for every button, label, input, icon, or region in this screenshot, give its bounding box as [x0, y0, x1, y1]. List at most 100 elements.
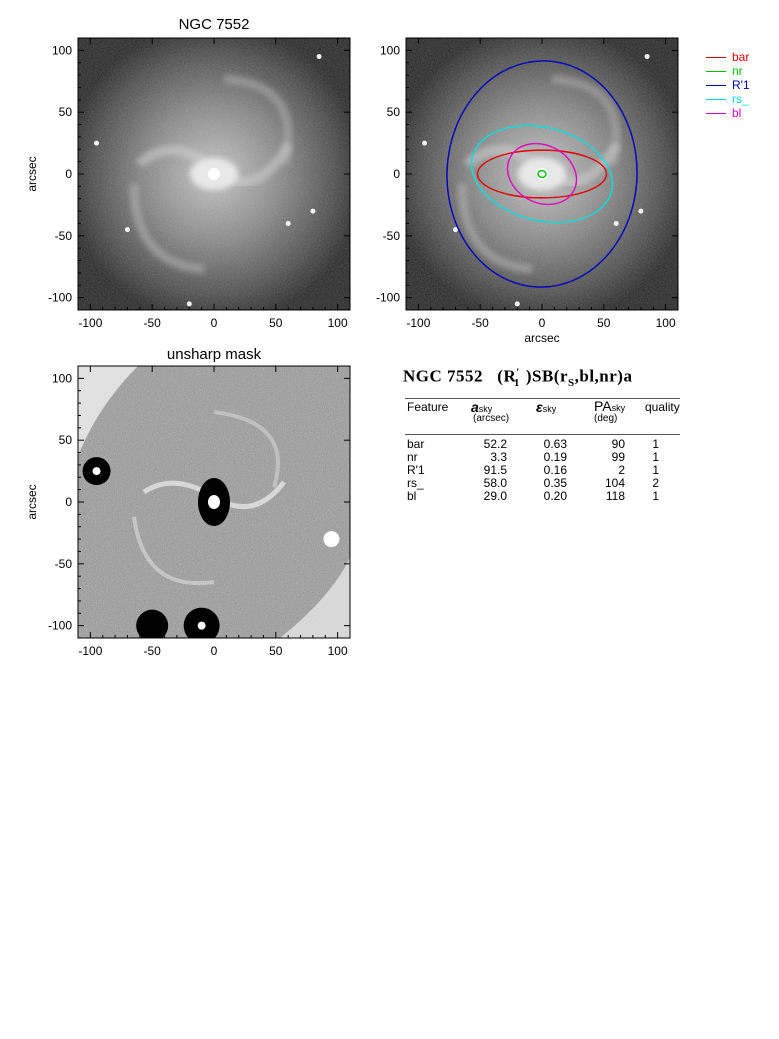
- table-top-rule: [405, 398, 680, 399]
- cell-a: 58.0: [483, 476, 507, 490]
- cell-quality: 2: [652, 476, 659, 490]
- cell-quality: 1: [652, 463, 659, 477]
- field-star: [514, 301, 520, 307]
- y-tick-label: -50: [55, 229, 73, 243]
- unsharp-mask-panel: -100 -50 0 50 100 100 50 0 -50 -100 arcsec: [25, 365, 351, 658]
- field-star: [186, 301, 192, 307]
- table-row: rs_ 58.0 0.35 104 2: [405, 477, 680, 490]
- cell-feature: rs_: [407, 476, 424, 490]
- corner-noise: [280, 558, 350, 638]
- y-tick-label: -50: [383, 229, 401, 243]
- header-pa-unit: (deg): [594, 413, 618, 424]
- header-pa: PAsky: [594, 398, 626, 414]
- legend-label: R'1: [732, 78, 750, 92]
- cell-a: 91.5: [483, 463, 507, 477]
- spiral-arm: [213, 410, 280, 488]
- cell-pa: 90: [611, 437, 625, 451]
- y-tick-label: 100: [52, 371, 72, 385]
- cell-eps: 0.19: [543, 450, 567, 464]
- ellipse-bl: [506, 142, 578, 206]
- legend-swatch: [706, 71, 726, 72]
- panel-title-unsharp: unsharp mask: [166, 346, 262, 363]
- table-header-rule: [405, 434, 680, 435]
- cell-a: 52.2: [483, 437, 507, 451]
- y-tick-label: 0: [65, 495, 72, 509]
- spiral-arm: [457, 183, 533, 274]
- legend-swatch: [706, 113, 726, 114]
- heading-type-suffix: ,bl,nr)a: [574, 366, 633, 386]
- galaxy-image: [78, 38, 350, 310]
- x-tick-label: 100: [328, 644, 348, 658]
- y-tick-label: 50: [59, 105, 73, 119]
- y-tick-label: 0: [65, 167, 72, 181]
- field-star: [316, 54, 322, 60]
- star-mask: [136, 609, 169, 638]
- table-row: bl 29.0 0.20 118 1: [405, 490, 680, 503]
- ellipse-rs: [470, 124, 614, 224]
- cell-a: 29.0: [483, 489, 507, 503]
- spiral-arm: [223, 74, 293, 166]
- legend-swatch: [706, 99, 726, 100]
- field-star: [452, 227, 458, 233]
- y-tick-label: 0: [393, 167, 400, 181]
- ellipse-nr: [537, 169, 547, 179]
- y-tick-label: -100: [48, 291, 72, 305]
- x-tick-label: 50: [269, 644, 283, 658]
- galaxy-image: [406, 38, 678, 310]
- field-star: [422, 140, 428, 146]
- legend-swatch: [706, 57, 726, 58]
- x-tick-label: 50: [597, 316, 611, 330]
- legend-label: bl: [732, 106, 742, 120]
- cell-pa: 104: [604, 476, 625, 490]
- heading-type-sub2: S: [568, 377, 575, 390]
- x-tick-label: 100: [656, 316, 676, 330]
- x-tick-label: 0: [211, 316, 218, 330]
- x-tick-label: 0: [211, 644, 218, 658]
- table-row: nr 3.3 0.19 99 1: [405, 451, 680, 464]
- ellipse-overlay-panel: -100 -50 0 50 100 100 50 0 -50 -100 arcsec: [376, 37, 679, 345]
- legend-label: rs_: [732, 92, 749, 106]
- cell-feature: bar: [407, 437, 425, 451]
- field-star: [285, 220, 291, 226]
- cell-feature: R'1: [407, 463, 425, 477]
- field-star: [644, 54, 650, 60]
- cell-eps: 0.16: [543, 463, 567, 477]
- x-axis-label: arcsec: [524, 331, 559, 345]
- cell-quality: 1: [652, 437, 659, 451]
- table-row: R'1 91.5 0.16 2 1: [405, 464, 680, 477]
- cell-pa: 118: [605, 489, 625, 503]
- heading-type-sup: ′: [516, 366, 520, 378]
- ellipse-r1: [446, 60, 638, 288]
- field-star: [94, 140, 100, 146]
- field-star: [124, 227, 130, 233]
- heading-type-sub: 1: [513, 377, 520, 390]
- x-tick-label: -100: [78, 644, 102, 658]
- cell-quality: 1: [652, 450, 659, 464]
- nucleus: [208, 168, 220, 180]
- heading-type-prefix: (R: [497, 366, 517, 386]
- cell-eps: 0.35: [543, 476, 567, 490]
- morphology-heading: NGC 7552 (R′1)SB(rS,bl,nr)a: [403, 366, 632, 389]
- y-tick-label: 100: [380, 43, 400, 57]
- star-core: [323, 531, 340, 548]
- corner-noise: [78, 366, 138, 456]
- legend-label: nr: [732, 64, 743, 78]
- field-star: [613, 220, 619, 226]
- header-a: asky: [471, 399, 493, 415]
- ellipse-overlays: [446, 60, 638, 288]
- ellipse-bar: [476, 149, 608, 199]
- x-tick-label: -100: [406, 316, 430, 330]
- y-tick-label: -100: [376, 291, 400, 305]
- cell-eps: 0.20: [543, 489, 567, 503]
- header-feature: Feature: [407, 400, 449, 414]
- x-tick-label: -50: [144, 316, 162, 330]
- x-tick-label: -100: [78, 316, 102, 330]
- x-tick-label: 50: [269, 316, 283, 330]
- heading-galaxy-name: NGC 7552: [403, 366, 484, 386]
- cell-quality: 1: [652, 489, 659, 503]
- star-core: [92, 467, 101, 476]
- y-tick-label: 100: [52, 43, 72, 57]
- spiral-arm: [551, 74, 621, 166]
- star-core: [197, 621, 206, 630]
- x-tick-label: 0: [539, 316, 546, 330]
